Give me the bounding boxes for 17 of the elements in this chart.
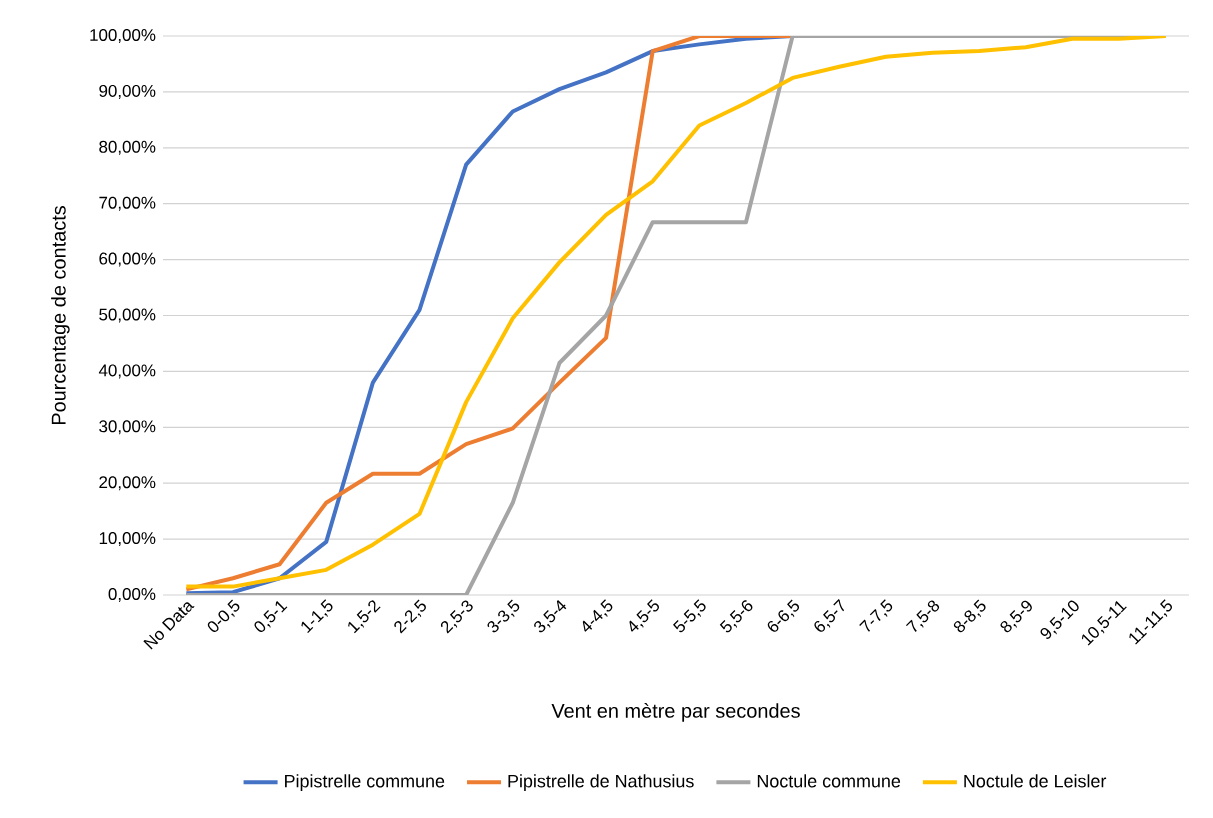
y-tick-label: 30,00% [99,420,156,435]
y-axis-title: Pourcentage de contacts [51,206,70,425]
y-tick-label: 10,00% [99,532,156,547]
y-tick-label: 70,00% [99,196,156,211]
y-tick-label: 0,00% [108,588,156,602]
legend-label: Pipistrelle de Nathusius [508,774,694,791]
y-tick-label: 100,00% [90,29,156,43]
y-tick-label: 50,00% [99,308,156,323]
legend-label: Noctule commune [757,774,901,788]
y-tick-label: 60,00% [99,252,156,267]
legend-label: Noctule de Leisler [964,774,1107,788]
legend-label: Pipistrelle commune [285,774,445,791]
y-tick-label: 90,00% [99,84,156,99]
y-tick-label: 40,00% [98,364,156,379]
y-tick-label: 20,00% [99,476,156,491]
x-axis-title: Vent en mètre par secondes [551,702,800,722]
y-tick-label: 80,00% [99,140,156,155]
